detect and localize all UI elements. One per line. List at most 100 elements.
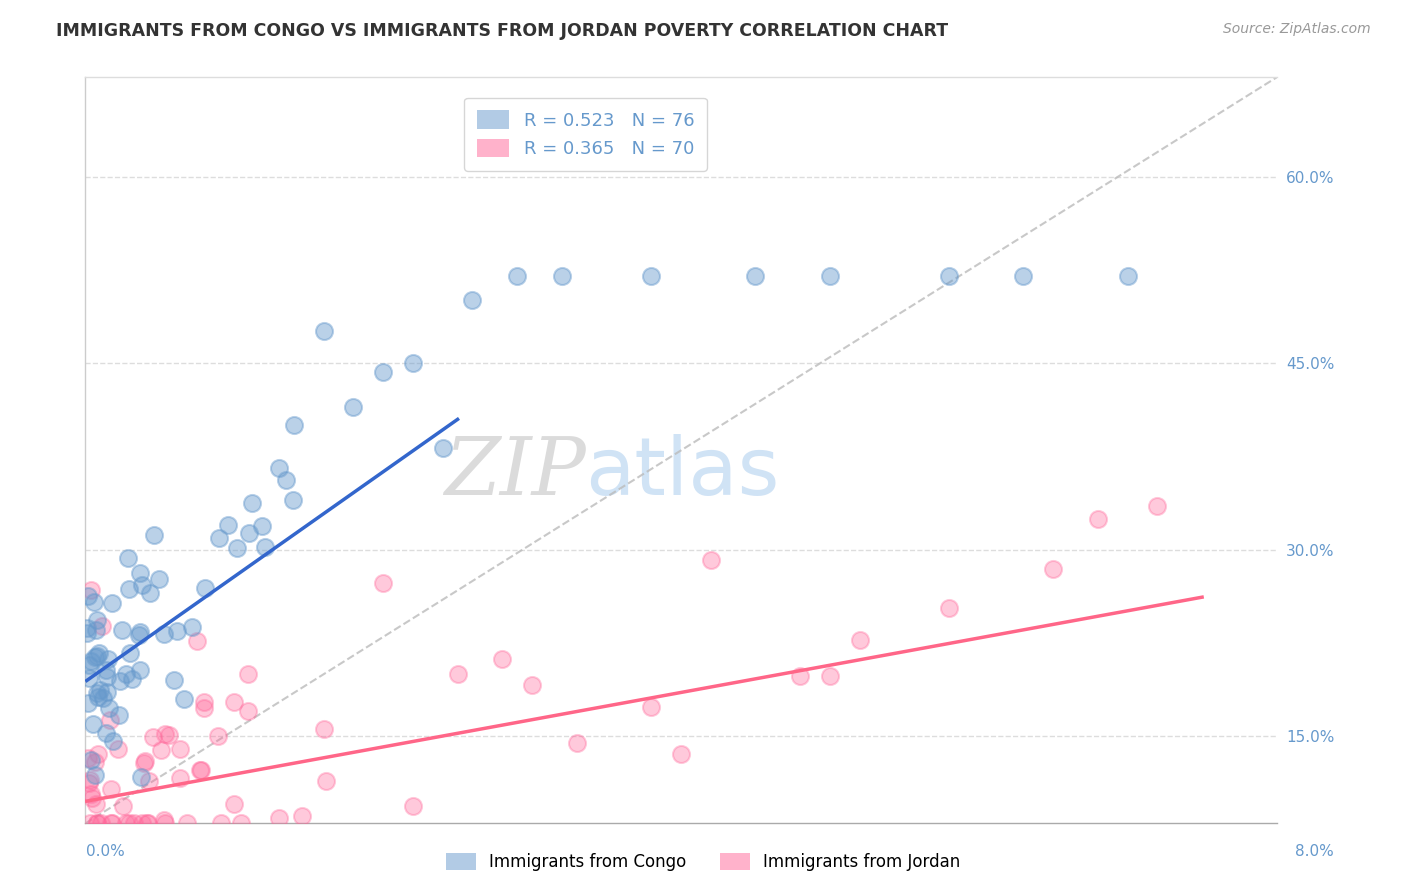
Legend: Immigrants from Congo, Immigrants from Jordan: Immigrants from Congo, Immigrants from J… — [437, 845, 969, 880]
Point — [253, 541, 276, 555]
Point — [789, 669, 811, 683]
Point — [129, 771, 152, 785]
Point — [551, 269, 574, 284]
Point — [169, 741, 191, 756]
Point — [312, 722, 335, 736]
Point — [86, 686, 108, 700]
Point — [315, 773, 337, 788]
Point — [83, 595, 105, 609]
Legend: R = 0.523   N = 76, R = 0.365   N = 70: R = 0.523 N = 76, R = 0.365 N = 70 — [464, 97, 707, 170]
Text: 8.0%: 8.0% — [1295, 845, 1334, 859]
Point — [80, 654, 103, 668]
Point — [176, 816, 198, 830]
Point — [118, 816, 141, 830]
Point — [669, 747, 692, 762]
Point — [186, 633, 208, 648]
Point — [818, 669, 841, 683]
Point — [240, 496, 263, 510]
Point — [157, 728, 180, 742]
Point — [169, 771, 191, 785]
Point — [640, 700, 662, 714]
Point — [143, 528, 166, 542]
Point — [217, 518, 239, 533]
Point — [77, 775, 100, 789]
Point — [96, 685, 118, 699]
Point — [938, 600, 960, 615]
Point — [848, 633, 870, 648]
Point — [312, 324, 335, 338]
Point — [79, 671, 101, 685]
Point — [520, 678, 543, 692]
Point — [77, 696, 100, 710]
Point — [166, 624, 188, 638]
Point — [76, 626, 98, 640]
Point — [1087, 512, 1109, 526]
Point — [1042, 561, 1064, 575]
Point — [173, 692, 195, 706]
Point — [77, 751, 100, 765]
Point — [135, 816, 157, 830]
Point — [402, 356, 425, 370]
Point — [222, 695, 245, 709]
Point — [224, 797, 246, 812]
Point — [194, 581, 217, 595]
Point — [101, 596, 124, 610]
Point — [97, 701, 120, 715]
Point — [132, 756, 155, 771]
Point — [208, 531, 231, 545]
Point — [84, 650, 107, 665]
Point — [148, 572, 170, 586]
Point — [82, 717, 104, 731]
Point — [231, 816, 253, 830]
Text: Source: ZipAtlas.com: Source: ZipAtlas.com — [1223, 22, 1371, 37]
Point — [402, 799, 425, 814]
Text: IMMIGRANTS FROM CONGO VS IMMIGRANTS FROM JORDAN POVERTY CORRELATION CHART: IMMIGRANTS FROM CONGO VS IMMIGRANTS FROM… — [56, 22, 949, 40]
Point — [100, 816, 122, 830]
Point — [446, 667, 468, 681]
Point — [238, 525, 260, 540]
Point — [139, 586, 162, 600]
Point — [114, 816, 136, 830]
Point — [80, 753, 103, 767]
Point — [134, 754, 156, 768]
Point — [1146, 499, 1168, 513]
Point — [108, 674, 131, 689]
Point — [136, 816, 159, 830]
Point — [506, 269, 529, 284]
Point — [115, 667, 138, 681]
Point — [77, 590, 100, 604]
Point — [128, 625, 150, 640]
Point — [87, 747, 110, 761]
Point — [131, 578, 153, 592]
Point — [89, 682, 111, 697]
Point — [83, 756, 105, 770]
Point — [1116, 269, 1139, 284]
Point — [79, 582, 101, 597]
Point — [87, 646, 110, 660]
Point — [86, 613, 108, 627]
Point — [79, 816, 101, 830]
Point — [818, 269, 841, 284]
Point — [163, 673, 186, 687]
Point — [118, 646, 141, 660]
Point — [84, 797, 107, 811]
Point — [79, 788, 101, 802]
Point — [565, 736, 588, 750]
Point — [128, 628, 150, 642]
Point — [371, 365, 394, 379]
Point — [117, 550, 139, 565]
Point — [744, 269, 766, 284]
Point — [207, 729, 229, 743]
Point — [100, 816, 122, 830]
Point — [129, 663, 152, 677]
Point — [124, 816, 146, 830]
Point — [190, 763, 212, 777]
Point — [86, 816, 108, 830]
Point — [94, 663, 117, 677]
Point — [461, 293, 484, 308]
Point — [491, 652, 513, 666]
Point — [111, 799, 134, 814]
Point — [131, 816, 153, 830]
Point — [153, 816, 176, 830]
Point — [432, 441, 454, 455]
